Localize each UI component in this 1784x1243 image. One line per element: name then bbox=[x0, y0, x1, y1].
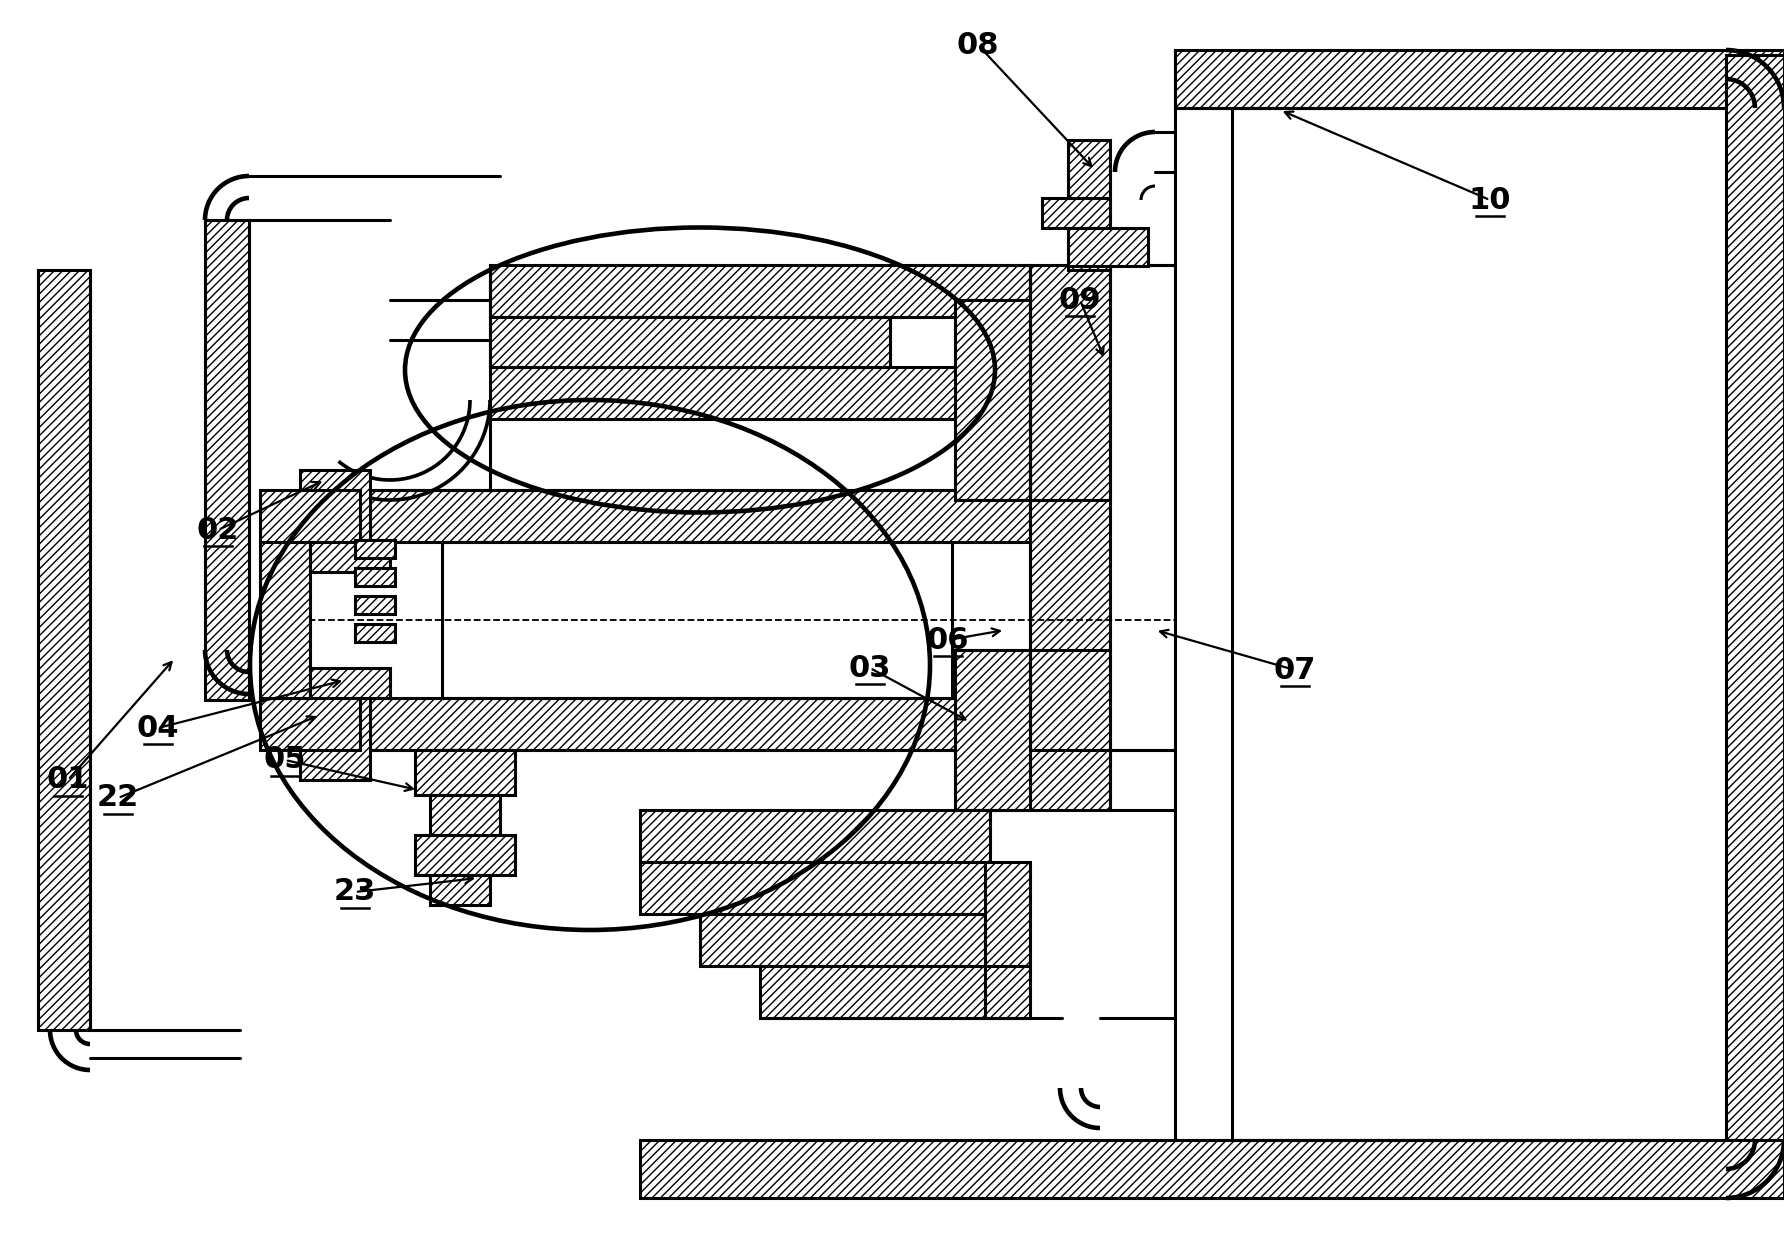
Polygon shape bbox=[430, 796, 500, 835]
Text: 03: 03 bbox=[849, 654, 892, 682]
Polygon shape bbox=[640, 1140, 1784, 1198]
Bar bbox=[442, 542, 953, 699]
Polygon shape bbox=[491, 317, 890, 367]
Polygon shape bbox=[355, 624, 394, 641]
Polygon shape bbox=[1069, 140, 1110, 270]
Polygon shape bbox=[1029, 265, 1110, 750]
Polygon shape bbox=[491, 367, 1029, 419]
Polygon shape bbox=[355, 595, 394, 614]
Polygon shape bbox=[491, 265, 1029, 317]
Polygon shape bbox=[1042, 198, 1110, 227]
Polygon shape bbox=[1176, 50, 1784, 108]
Polygon shape bbox=[491, 317, 890, 367]
Text: 06: 06 bbox=[926, 625, 969, 655]
Text: 05: 05 bbox=[264, 746, 307, 774]
Text: 07: 07 bbox=[1274, 655, 1317, 685]
Polygon shape bbox=[300, 699, 369, 781]
Text: 04: 04 bbox=[137, 713, 178, 742]
Polygon shape bbox=[260, 542, 310, 699]
Polygon shape bbox=[430, 875, 491, 905]
Polygon shape bbox=[1029, 750, 1110, 810]
Polygon shape bbox=[1069, 227, 1147, 266]
Polygon shape bbox=[1725, 55, 1784, 1188]
Text: 09: 09 bbox=[1058, 286, 1101, 314]
Polygon shape bbox=[416, 835, 516, 875]
Polygon shape bbox=[954, 300, 1029, 500]
Polygon shape bbox=[640, 861, 990, 914]
Polygon shape bbox=[355, 568, 394, 585]
Polygon shape bbox=[760, 966, 985, 1018]
Polygon shape bbox=[355, 490, 1095, 542]
Text: 22: 22 bbox=[96, 783, 139, 813]
Text: 23: 23 bbox=[334, 878, 376, 906]
Text: 08: 08 bbox=[956, 31, 999, 60]
Polygon shape bbox=[640, 810, 990, 861]
Polygon shape bbox=[699, 914, 985, 966]
Text: 10: 10 bbox=[1468, 185, 1511, 215]
Polygon shape bbox=[355, 699, 1095, 750]
Polygon shape bbox=[300, 470, 369, 552]
Polygon shape bbox=[260, 490, 360, 542]
Polygon shape bbox=[310, 667, 391, 699]
Polygon shape bbox=[985, 861, 1029, 966]
Polygon shape bbox=[260, 699, 360, 750]
Polygon shape bbox=[416, 750, 516, 796]
Text: 01: 01 bbox=[46, 766, 89, 794]
Text: 02: 02 bbox=[196, 516, 239, 544]
Polygon shape bbox=[205, 220, 250, 700]
Polygon shape bbox=[985, 966, 1029, 1018]
Polygon shape bbox=[355, 539, 394, 558]
Polygon shape bbox=[310, 542, 391, 572]
Polygon shape bbox=[37, 270, 89, 1030]
Polygon shape bbox=[954, 650, 1029, 810]
